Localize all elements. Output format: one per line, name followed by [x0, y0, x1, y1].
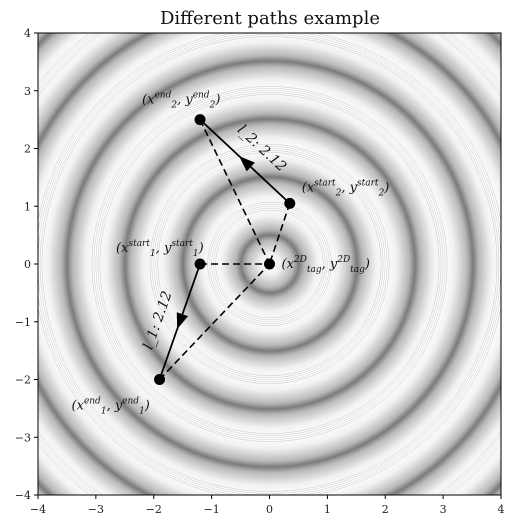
ring-contour — [157, 152, 382, 376]
point-label-start1: (xstart1, ystart1) — [116, 239, 204, 259]
ring-contour — [149, 144, 390, 384]
point-labels: (x2Dtag, y2Dtag) (xstart1, ystart1) (xend1… — [72, 91, 390, 417]
point-label-end1: (xend1, yend1) — [72, 397, 150, 417]
dashed-link — [199, 119, 271, 265]
point-label-end2: (xend2, yend2) — [142, 91, 220, 111]
y-tick-label: −3 — [15, 431, 31, 444]
ring-contour — [97, 92, 442, 436]
y-tick-label: −4 — [15, 489, 31, 502]
ring-contour — [99, 94, 440, 434]
dashed-link — [158, 263, 271, 381]
x-tick-label: −3 — [88, 503, 104, 516]
x-tick-label: 2 — [382, 503, 389, 516]
point-tag — [264, 258, 275, 270]
point-label-start2: (xstart2, ystart2) — [302, 178, 390, 198]
y-tick-label: 0 — [24, 258, 31, 271]
y-tick-label: −1 — [15, 316, 31, 329]
ring-contour — [207, 201, 332, 327]
point-start1 — [194, 258, 206, 270]
ring-contour — [151, 146, 388, 382]
x-tick-label: 1 — [324, 503, 331, 516]
y-tick-label: 2 — [24, 143, 31, 156]
y-tick-label: 3 — [24, 85, 31, 98]
ring-contour — [93, 88, 446, 440]
x-tick-label: 0 — [266, 503, 273, 516]
ring-contour — [41, 36, 498, 492]
y-tick-label: 4 — [24, 27, 31, 40]
x-axis: −4 −3 −2 −1 0 1 2 3 4 — [30, 495, 505, 516]
path-arrow-l2 — [239, 156, 255, 172]
path-arrow-l1 — [176, 312, 189, 330]
ring-contour — [39, 34, 500, 494]
ring-contour — [153, 148, 386, 380]
point-start2 — [284, 197, 296, 209]
point-label-tag: (x2Dtag, y2Dtag) — [282, 255, 371, 275]
dashed-links — [158, 119, 291, 381]
ring-contour — [95, 90, 444, 438]
x-tick-label: −4 — [30, 503, 46, 516]
x-tick-label: 4 — [498, 503, 505, 516]
x-tick-label: 3 — [440, 503, 447, 516]
ring-contour — [209, 203, 330, 325]
ring-contour — [91, 86, 448, 442]
x-tick-label: −1 — [204, 503, 220, 516]
point-end2 — [194, 114, 206, 126]
x-tick-label: −2 — [146, 503, 162, 516]
ring-contour — [155, 150, 384, 378]
point-end1 — [154, 374, 166, 385]
chart-title: Different paths example — [160, 8, 380, 29]
y-tick-label: −2 — [15, 374, 31, 387]
points — [154, 114, 296, 385]
y-tick-label: 1 — [24, 200, 31, 213]
paths — [158, 118, 291, 380]
y-axis: −4 −3 −2 −1 0 1 2 3 4 — [15, 27, 38, 502]
